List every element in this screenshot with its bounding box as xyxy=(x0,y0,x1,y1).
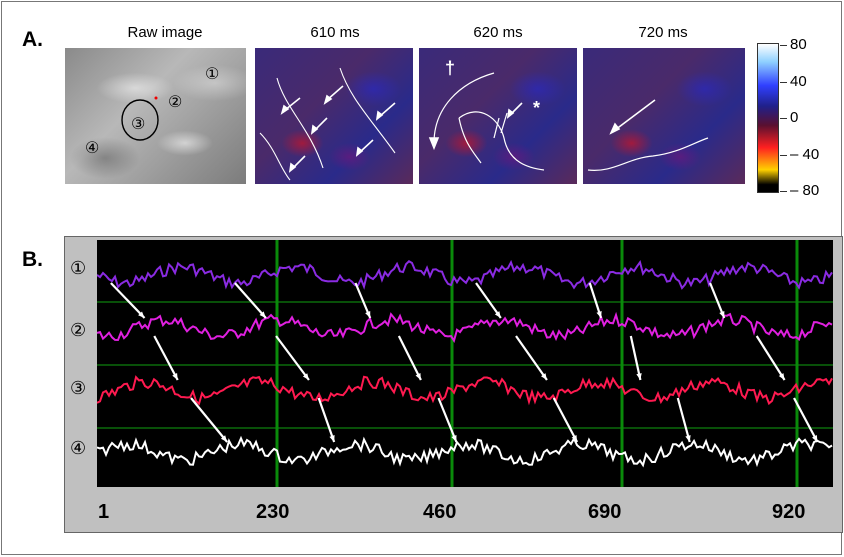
arrow-head xyxy=(220,435,228,442)
x-tick-1: 1 xyxy=(98,501,110,523)
propagation-arrow xyxy=(552,397,579,443)
propagation-arrow xyxy=(475,282,502,319)
trace-label-3: ③ xyxy=(70,378,87,398)
panel-b-label: B. xyxy=(22,248,43,271)
propagation-arrow xyxy=(515,335,548,381)
map-720-title: 720 ms xyxy=(638,24,688,41)
raw-marker-4: ④ xyxy=(85,140,100,157)
arrow-head xyxy=(451,435,457,442)
colorbar-label-neg80: – 80 xyxy=(790,182,820,199)
raw-marker-2: ② xyxy=(168,94,183,111)
propagation-arrow xyxy=(437,397,458,443)
trace-plot-area xyxy=(96,240,833,487)
arrow-head xyxy=(494,311,501,318)
arrow-head xyxy=(719,311,725,318)
map-610-title: 610 ms xyxy=(310,24,360,41)
x-tick-920: 920 xyxy=(772,501,806,523)
arrow-head xyxy=(302,373,309,380)
activation-map-610 xyxy=(255,48,413,184)
arrow-head xyxy=(778,373,785,380)
arrow-head xyxy=(571,435,578,442)
propagation-arrow xyxy=(793,397,819,443)
arrow-head xyxy=(812,435,818,442)
propagation-arrow xyxy=(397,335,422,381)
colorbar xyxy=(757,43,779,193)
colorbar-tick xyxy=(780,45,787,46)
colorbar-label-0: 0 xyxy=(790,109,799,126)
map-620-title: 620 ms xyxy=(473,24,523,41)
colorbar-tick xyxy=(780,82,787,83)
arrow-head xyxy=(685,435,691,442)
signal-trace xyxy=(96,311,833,343)
colorbar-label-80: 80 xyxy=(790,36,807,53)
raw-marker-1: ① xyxy=(205,66,220,83)
colorbar-tick xyxy=(780,118,787,119)
propagation-arrow xyxy=(676,397,691,443)
raw-image-title: Raw image xyxy=(127,24,203,41)
asterisk-mark: * xyxy=(533,98,541,118)
colorbar-label-40: 40 xyxy=(790,73,807,90)
arrow-head xyxy=(596,311,602,318)
signal-trace xyxy=(96,259,833,290)
x-tick-230: 230 xyxy=(256,501,290,523)
arrow-head xyxy=(415,373,421,380)
raw-image: ① ② ③ ④ xyxy=(65,48,246,184)
propagation-arrow xyxy=(629,335,642,381)
x-tick-460: 460 xyxy=(423,501,457,523)
activation-map-620: † * xyxy=(419,48,577,184)
arrow-head xyxy=(541,373,547,380)
dagger-mark: † xyxy=(445,58,456,78)
signal-trace xyxy=(96,375,833,406)
arrow-head xyxy=(365,311,371,318)
colorbar-tick xyxy=(780,155,787,156)
arrow-head xyxy=(138,311,145,318)
trace-label-4: ④ xyxy=(70,438,87,458)
arrow-head xyxy=(329,435,335,442)
colorbar-tick xyxy=(780,191,787,192)
trace-label-1: ① xyxy=(70,258,87,278)
x-tick-690: 690 xyxy=(588,501,622,523)
signal-trace xyxy=(96,435,833,468)
trace-svg xyxy=(96,240,833,487)
propagation-arrow xyxy=(110,282,146,319)
propagation-arrow xyxy=(275,335,310,381)
propagation-arrow xyxy=(755,335,786,381)
panel-a-label: A. xyxy=(22,28,43,51)
propagation-arrow xyxy=(153,335,179,381)
arrow-head xyxy=(259,311,266,318)
raw-marker-3: ③ xyxy=(131,116,146,133)
propagation-arrow xyxy=(317,397,336,443)
trace-label-2: ② xyxy=(70,320,87,340)
propagation-arrow xyxy=(190,397,228,443)
activation-map-720 xyxy=(583,48,745,184)
arrow-head xyxy=(636,373,642,380)
colorbar-label-neg40: – 40 xyxy=(790,146,820,163)
arrow-head xyxy=(172,373,178,380)
propagation-arrow xyxy=(234,282,267,319)
